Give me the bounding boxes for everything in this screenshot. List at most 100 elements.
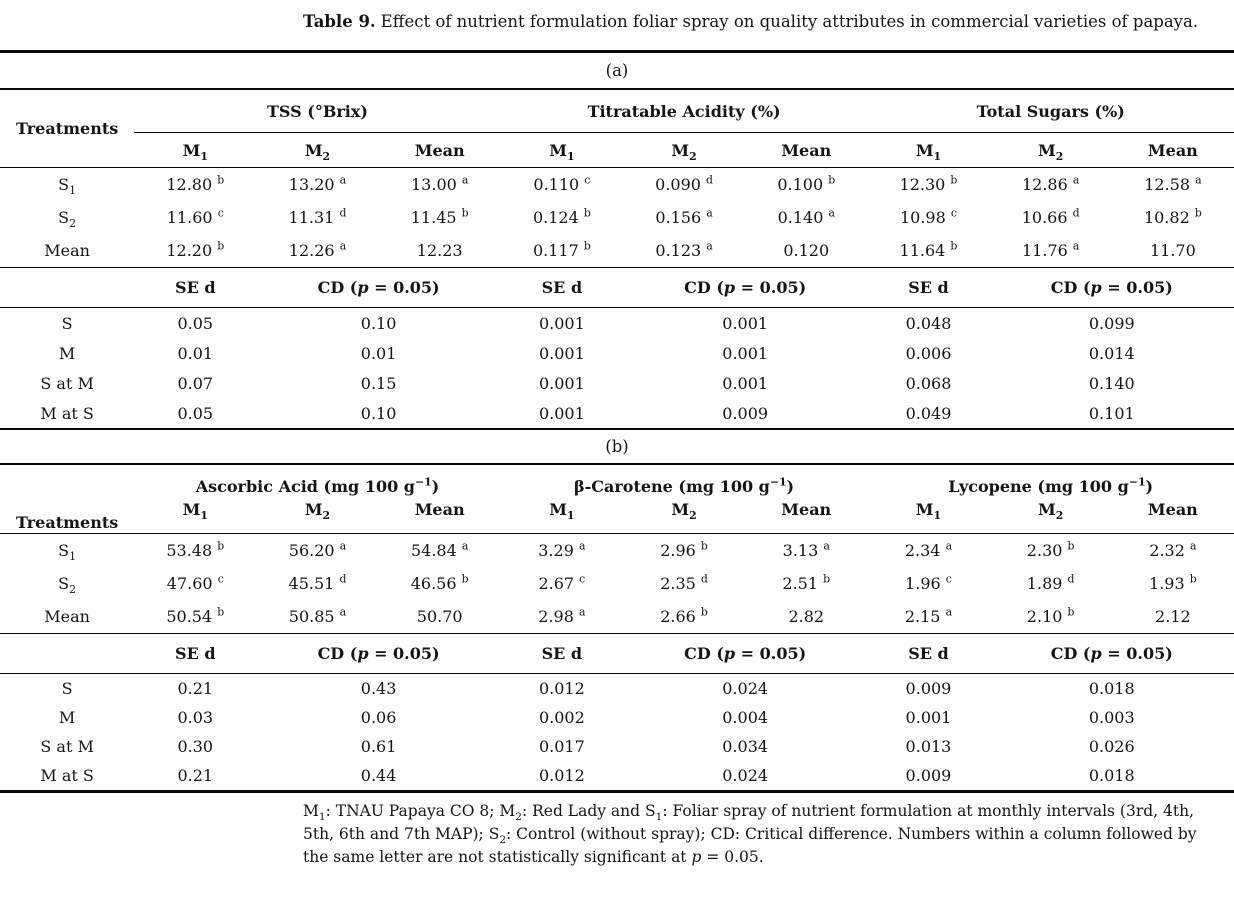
stats-value-cell: 0.43 (360, 679, 397, 698)
stats-value-cell: 0.003 (1088, 708, 1135, 727)
subcol-header: Mean (1111, 132, 1234, 168)
value-cell: 1.96 c (905, 572, 952, 593)
footnote: M1: TNAU Papaya CO 8; M2: Red Lady and S… (303, 802, 1197, 866)
subcol-header: M1 (867, 132, 990, 168)
row-label: S1 (58, 541, 77, 564)
group-title: Titratable Acidity (%) (500, 90, 868, 133)
value-cell: 50.54 b (134, 600, 257, 634)
section-a-label: (a) (605, 61, 629, 80)
data-row: S2 11.60 c 11.31 d 11.45 b 0.124 b 0.156 a 0.1… (0, 201, 1234, 234)
stats-row-label: M at S (40, 403, 94, 423)
stats-row-label: S at M (40, 737, 94, 756)
row-label: Mean (0, 600, 135, 634)
value-cell: 2.98 a (500, 600, 623, 634)
stats-value-cell: 0.018 (1088, 679, 1135, 698)
subcol-header: Mean (1111, 497, 1234, 534)
stats-value-cell: 0.009 (722, 403, 769, 423)
stats-value-cell: 0.018 (1088, 766, 1135, 785)
value-cell: 3.13 a (782, 539, 830, 560)
data-row: Mean 50.54 b 50.85 a 50.70 2.98 a 2.66 b 2.82 2… (0, 600, 1234, 634)
value-cell: 12.20 b (134, 234, 257, 268)
value-cell: 0.117 b (500, 234, 623, 268)
value-cell: 54.84 a (410, 539, 469, 560)
subcol-header: M1 (500, 132, 623, 168)
value-cell: 2.82 (745, 600, 868, 634)
subcol-header: M1 (134, 132, 257, 168)
value-cell: 46.56 b (410, 572, 469, 593)
stats-row: S 0.21 0.43 0.012 0.024 0.009 0.018 (0, 674, 1234, 704)
stats-row: M at S 0.21 0.44 0.012 0.024 0.009 0.018 (0, 761, 1234, 790)
value-cell: 0.123 a (622, 234, 746, 268)
stats-header-spacer (0, 267, 135, 308)
subcol-header: M2 (989, 497, 1112, 534)
value-cell: 1.89 d (1026, 572, 1075, 593)
data-row: S1 53.48 b 56.20 a 54.84 a 3.29 a 2.96 b 3.13 … (0, 534, 1234, 568)
stats-value-cell: 0.012 (538, 679, 585, 698)
value-cell: 47.60 c (166, 572, 224, 593)
stats-value-cell: 0.012 (538, 766, 585, 785)
stats-value-cell: 0.002 (538, 708, 585, 727)
value-cell: 13.00 a (411, 173, 469, 194)
stats-value-cell: 0.099 (1088, 313, 1135, 333)
divider-bottom (0, 790, 1234, 793)
stats-value-cell: 0.026 (1088, 737, 1135, 756)
value-cell: 13.20 a (288, 173, 347, 194)
value-cell: 12.80 b (166, 173, 225, 194)
value-cell: 0.110 c (533, 173, 591, 194)
stats-row: S at M 0.07 0.15 0.001 0.001 0.068 0.140 (0, 368, 1234, 398)
value-cell: 0.124 b (532, 206, 591, 227)
stats-value-cell: 0.034 (722, 737, 769, 756)
stats-value-cell: 0.140 (1088, 373, 1135, 393)
stats-value-cell: 0.004 (722, 708, 769, 727)
se-header: SE d (134, 633, 257, 674)
subcol-header: M2 (256, 497, 379, 534)
value-cell: 12.26 a (256, 234, 379, 268)
divider-above-b-label (0, 428, 1234, 430)
value-cell: 12.23 (378, 234, 501, 268)
value-cell: 2.12 (1111, 600, 1234, 634)
stats-value-cell: 0.101 (1088, 403, 1135, 423)
stats-value-cell: 0.017 (538, 737, 585, 756)
value-cell: 50.70 (378, 600, 501, 634)
value-cell: 2.35 d (660, 572, 708, 593)
subcol-header: Mean (745, 132, 868, 168)
stats-row-label: S (61, 679, 73, 698)
subcol-header: M2 (989, 132, 1112, 168)
stats-value-cell: 0.001 (722, 343, 769, 363)
treatments-header: Treatments (0, 90, 135, 168)
subcol-header: M1 (500, 497, 623, 534)
group-title: β-Carotene (mg 100 g−1) (574, 475, 795, 496)
stats-value-cell: 0.01 (177, 343, 214, 363)
data-row: S1 12.80 b 13.20 a 13.00 a 0.110 c 0.090 d 0.1… (0, 168, 1234, 202)
value-cell: 45.51 d (288, 572, 347, 593)
cd-header: CD (p = 0.05) (989, 633, 1234, 674)
table-caption-label: Table 9. (303, 12, 376, 31)
data-row: S2 47.60 c 45.51 d 46.56 b 2.67 c 2.35 d 2.51 … (0, 567, 1234, 600)
value-cell: 0.140 a (777, 206, 835, 227)
group-header-row: Treatments TSS (°Brix) Titratable Acidity … (0, 90, 1234, 168)
stats-row-label: M at S (40, 766, 94, 785)
row-label: Mean (0, 234, 135, 268)
value-cell: 0.120 (745, 234, 868, 268)
stats-row: M at S 0.05 0.10 0.001 0.009 0.049 0.101 (0, 398, 1234, 428)
value-cell: 0.100 b (777, 173, 836, 194)
value-cell: 2.10 b (989, 600, 1112, 634)
value-cell: 11.31 d (288, 206, 347, 227)
stats-value-cell: 0.009 (905, 679, 952, 698)
se-header: SE d (867, 267, 990, 308)
row-label: S2 (58, 574, 77, 597)
value-cell: 10.82 b (1143, 206, 1202, 227)
stats-value-cell: 0.001 (538, 343, 585, 363)
row-label: S2 (58, 208, 77, 231)
value-cell: 2.32 a (1149, 539, 1197, 560)
subcol-header: M2 (622, 132, 746, 168)
stats-row: S at M 0.30 0.61 0.017 0.034 0.013 0.026 (0, 732, 1234, 761)
stats-value-cell: 0.024 (722, 766, 769, 785)
group-title: Ascorbic Acid (mg 100 g−1) (195, 475, 440, 496)
value-cell: 2.30 b (1026, 539, 1075, 560)
stats-row: M 0.03 0.06 0.002 0.004 0.001 0.003 (0, 703, 1234, 732)
value-cell: 53.48 b (166, 539, 225, 560)
stats-value-cell: 0.44 (360, 766, 397, 785)
stats-value-cell: 0.10 (360, 403, 397, 423)
value-cell: 11.64 b (867, 234, 990, 268)
